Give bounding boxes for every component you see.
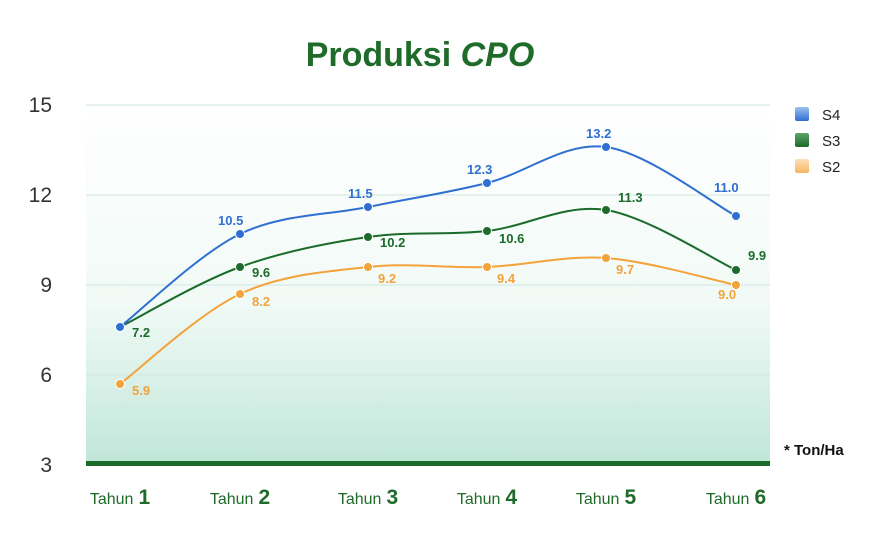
data-label: 9.6 — [252, 265, 270, 280]
chart-title: Produksi CPO — [306, 36, 535, 74]
data-label: 11.5 — [348, 186, 373, 201]
data-label: 8.2 — [252, 294, 270, 309]
legend: S4 S3 S2 — [795, 107, 840, 176]
x-tick-number: 4 — [505, 486, 517, 509]
data-point — [482, 226, 492, 236]
x-tick-label: Tahun 1 — [90, 486, 151, 509]
x-tick-number: 5 — [624, 486, 636, 509]
data-point — [731, 265, 741, 275]
y-tick-label: 15 — [29, 94, 52, 117]
x-tick-number: 2 — [258, 486, 270, 509]
data-point — [363, 232, 373, 242]
data-label: 13.2 — [586, 126, 611, 141]
y-axis-ticks: 3 6 9 12 15 — [29, 94, 52, 477]
legend-label: S4 — [822, 107, 840, 124]
data-point — [482, 262, 492, 272]
data-label: 11.3 — [618, 190, 643, 205]
data-label: 10.5 — [218, 213, 243, 228]
x-tick-prefix: Tahun — [576, 491, 620, 508]
chart-title-italic: CPO — [461, 36, 535, 74]
data-label: 10.2 — [380, 235, 405, 250]
data-label: 5.9 — [132, 383, 150, 398]
series-line — [119, 207, 737, 328]
data-point — [601, 253, 611, 263]
series-line — [119, 256, 737, 385]
data-label: 7.2 — [132, 325, 150, 340]
data-label: 11.0 — [714, 180, 739, 195]
data-label: 12.3 — [467, 162, 492, 177]
data-point — [115, 322, 125, 332]
data-label: 9.4 — [497, 271, 516, 286]
data-point — [363, 262, 373, 272]
x-tick-label: Tahun 5 — [576, 486, 637, 509]
y-tick-label: 3 — [40, 454, 52, 477]
data-label: 9.0 — [718, 287, 736, 302]
x-tick-number: 3 — [386, 486, 398, 509]
data-point — [731, 280, 741, 290]
x-tick-prefix: Tahun — [338, 491, 382, 508]
x-tick-number: 1 — [138, 486, 150, 509]
legend-swatch — [795, 133, 809, 147]
y-tick-label: 9 — [40, 274, 52, 297]
x-tick-label: Tahun 4 — [457, 486, 518, 509]
x-tick-prefix: Tahun — [706, 491, 750, 508]
data-point — [601, 142, 611, 152]
x-tick-number: 6 — [754, 486, 766, 509]
data-point — [235, 262, 245, 272]
data-label: 10.6 — [499, 231, 524, 246]
data-point — [482, 178, 492, 188]
x-tick-label: Tahun 2 — [210, 486, 270, 509]
x-axis-ticks: Tahun 1 Tahun 2 Tahun 3 Tahun 4 Tahun 5 Tahun 6 — [90, 486, 766, 509]
data-label: 9.2 — [378, 271, 396, 286]
legend-label: S2 — [822, 159, 840, 176]
data-label: 9.7 — [616, 262, 634, 277]
x-tick-prefix: Tahun — [457, 491, 501, 508]
data-point — [731, 211, 741, 221]
x-tick-prefix: Tahun — [210, 491, 254, 508]
x-axis-baseline — [86, 461, 770, 466]
legend-swatch — [795, 159, 809, 173]
data-point — [235, 229, 245, 239]
legend-label: S3 — [822, 133, 840, 150]
data-point — [363, 202, 373, 212]
data-point — [601, 205, 611, 215]
data-label: 9.9 — [748, 248, 766, 263]
series-layer: 5.9 8.2 9.2 9.4 9.7 9.0 7.2 9.6 10.2 10.6 11.3 9.9 1… — [115, 126, 766, 398]
y-tick-label: 6 — [40, 364, 52, 387]
data-point — [115, 379, 125, 389]
series-s2: 5.9 8.2 9.2 9.4 9.7 9.0 — [115, 253, 741, 398]
x-tick-label: Tahun 6 — [706, 486, 766, 509]
chart-title-main: Produksi — [306, 36, 451, 74]
x-tick-prefix: Tahun — [90, 491, 134, 508]
y-tick-label: 12 — [29, 184, 52, 207]
series-s4: 10.5 11.5 12.3 13.2 11.0 — [115, 126, 741, 332]
data-point — [235, 289, 245, 299]
legend-swatch — [795, 107, 809, 121]
x-tick-label: Tahun 3 — [338, 486, 398, 509]
unit-note: * Ton/Ha — [784, 442, 844, 459]
series-line — [119, 145, 737, 328]
